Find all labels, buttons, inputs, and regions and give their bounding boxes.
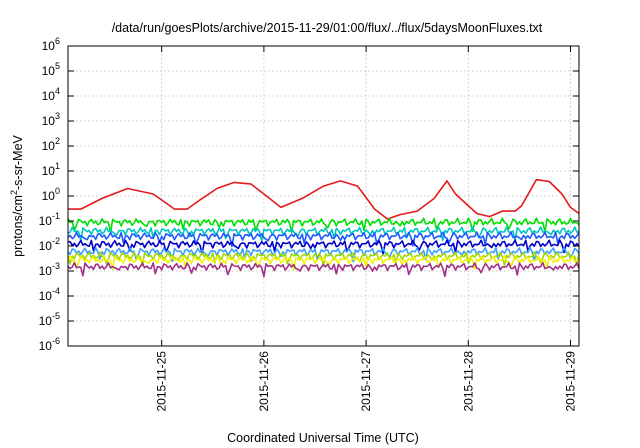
ticks bbox=[68, 45, 579, 347]
y-tick-label-exponent: 4 bbox=[55, 86, 60, 96]
y-tick-label-base: 10 bbox=[42, 139, 56, 153]
series-line bbox=[67, 217, 580, 234]
y-tick-label-base: 10 bbox=[39, 339, 53, 353]
series-line bbox=[68, 178, 580, 220]
x-tick-label: 2015-11-26 bbox=[257, 351, 271, 412]
y-tick-label-exponent: 2 bbox=[55, 136, 60, 146]
y-tick-label-exponent: -6 bbox=[52, 336, 60, 346]
x-tick-label: 2015-11-29 bbox=[563, 351, 577, 412]
y-tick-label-exponent: 5 bbox=[55, 61, 60, 71]
y-tick-label-exponent: 1 bbox=[55, 161, 60, 171]
y-tick-label: 104 bbox=[42, 86, 60, 103]
y-tick-label-exponent: 0 bbox=[55, 186, 60, 196]
y-tick-label: 10-2 bbox=[39, 236, 60, 253]
y-tick-label: 100 bbox=[42, 186, 60, 203]
x-axis-label: Coordinated Universal Time (UTC) bbox=[227, 431, 419, 445]
y-tick-label-exponent: 6 bbox=[55, 36, 60, 46]
y-tick-label-exponent: -2 bbox=[52, 236, 60, 246]
y-tick-label: 10-1 bbox=[39, 211, 60, 228]
y-axis-label-exponent: 2 bbox=[9, 190, 19, 195]
y-tick-label-base: 10 bbox=[39, 239, 53, 253]
y-axis-label-unit: protons/cm bbox=[11, 195, 25, 257]
y-tick-label-base: 10 bbox=[42, 164, 56, 178]
y-tick-label-base: 10 bbox=[39, 314, 53, 328]
y-tick-label-base: 10 bbox=[39, 264, 53, 278]
x-tick-label: 2015-11-25 bbox=[155, 351, 169, 412]
y-tick-label: 10-3 bbox=[39, 261, 60, 278]
y-tick-label-exponent: -3 bbox=[52, 261, 60, 271]
y-tick-label: 106 bbox=[42, 36, 60, 53]
y-tick-label-exponent: 3 bbox=[55, 111, 60, 121]
series-line bbox=[67, 246, 580, 263]
y-tick-labels: 10-610-510-410-310-210-11001011021031041… bbox=[39, 36, 60, 353]
y-tick-label: 105 bbox=[42, 61, 60, 78]
y-tick-label-base: 10 bbox=[42, 64, 56, 78]
y-tick-label-base: 10 bbox=[42, 114, 56, 128]
series-group bbox=[67, 178, 580, 278]
y-axis-label-rest: -s-sr-MeV bbox=[11, 134, 25, 190]
y-tick-label: 103 bbox=[42, 111, 60, 128]
y-tick-label-exponent: -1 bbox=[52, 211, 60, 221]
y-tick-label-base: 10 bbox=[39, 214, 53, 228]
y-tick-label-exponent: -4 bbox=[52, 286, 60, 296]
series-line bbox=[67, 255, 580, 271]
series-line bbox=[67, 261, 580, 278]
y-tick-label-base: 10 bbox=[39, 289, 53, 303]
y-tick-label-base: 10 bbox=[42, 39, 56, 53]
series-line bbox=[67, 231, 580, 248]
y-tick-label: 10-5 bbox=[39, 311, 60, 328]
y-tick-label: 10-6 bbox=[39, 336, 60, 353]
chart-title: /data/run/goesPlots/archive/2015-11-29/0… bbox=[112, 21, 543, 35]
x-tick-label: 2015-11-28 bbox=[461, 351, 475, 412]
y-tick-label: 101 bbox=[42, 161, 60, 178]
y-tick-label: 102 bbox=[42, 136, 60, 153]
y-tick-label-base: 10 bbox=[42, 89, 56, 103]
grid bbox=[68, 46, 579, 346]
y-tick-label-exponent: -5 bbox=[52, 311, 60, 321]
x-tick-label: 2015-11-27 bbox=[359, 351, 373, 412]
x-tick-labels: 2015-11-25 2015-11-26 2015-11-27 2015-11-28… bbox=[155, 351, 578, 412]
y-tick-label: 10-4 bbox=[39, 286, 60, 303]
y-tick-label-base: 10 bbox=[42, 189, 56, 203]
series-line bbox=[67, 239, 580, 255]
y-axis-label: protons/cm2-s-sr-MeV bbox=[9, 134, 25, 256]
